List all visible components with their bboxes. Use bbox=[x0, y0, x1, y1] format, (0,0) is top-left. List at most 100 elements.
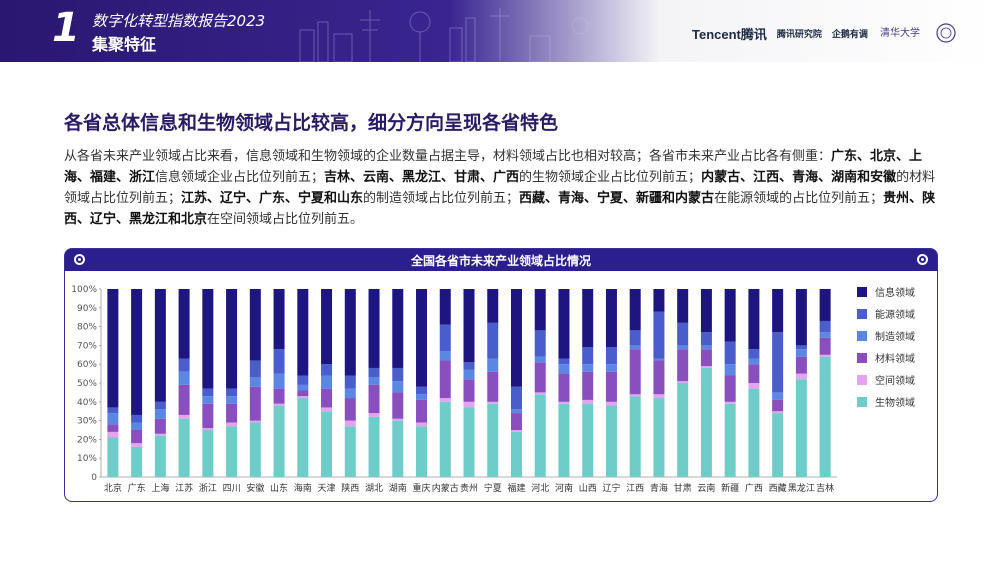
bar-segment bbox=[653, 311, 665, 359]
bar-segment bbox=[582, 399, 594, 404]
bar-segment bbox=[344, 289, 356, 376]
legend-swatch bbox=[857, 287, 867, 297]
bar-segment bbox=[154, 435, 166, 477]
bar-segment bbox=[582, 347, 594, 365]
bar-segment bbox=[653, 394, 665, 399]
bar-segment bbox=[605, 289, 617, 348]
bar-segment bbox=[795, 373, 807, 380]
bar-segment bbox=[605, 364, 617, 372]
report-title: 数字化转型指数报告2023 bbox=[92, 12, 266, 30]
bar-segment bbox=[510, 409, 522, 414]
bar-segment bbox=[344, 398, 356, 421]
bar-segment bbox=[629, 330, 641, 346]
bar-segment bbox=[368, 384, 380, 414]
bar-segment bbox=[416, 386, 428, 395]
bar-segment bbox=[629, 396, 641, 477]
bar-segment bbox=[677, 322, 689, 346]
bar-segment bbox=[321, 411, 333, 477]
y-tick-label: 100% bbox=[71, 285, 97, 295]
bar-segment bbox=[368, 289, 380, 368]
bar-segment bbox=[653, 289, 665, 312]
y-tick-label: 50% bbox=[77, 379, 97, 389]
bar-segment bbox=[131, 443, 143, 447]
x-category-label: 广西 bbox=[745, 482, 763, 494]
bar-segment bbox=[416, 399, 428, 423]
bar-segment bbox=[534, 392, 546, 395]
bar-segment bbox=[463, 407, 475, 477]
bar-segment bbox=[154, 401, 166, 410]
x-category-label: 辽宁 bbox=[602, 482, 620, 494]
bar-segment bbox=[107, 407, 119, 414]
x-category-label: 宁夏 bbox=[484, 482, 502, 494]
bar-segment bbox=[297, 384, 309, 391]
bar-segment bbox=[819, 320, 831, 333]
bar-segment bbox=[249, 420, 261, 423]
bar-segment bbox=[368, 416, 380, 477]
highlight-provinces: 内蒙古、江西、青海、湖南和安徽 bbox=[701, 170, 897, 185]
bar-segment bbox=[795, 349, 807, 357]
bar-segment bbox=[487, 358, 499, 372]
stacked-bar-chart: 0 10% 20% 30% 40% 50% 60% 70% 80% 90% 100% 北京 广东 上海 江苏… bbox=[71, 285, 915, 494]
x-category-label: 新疆 bbox=[721, 482, 739, 494]
bar-segment bbox=[677, 289, 689, 323]
bar-segment bbox=[700, 289, 712, 333]
bar-segment bbox=[273, 405, 285, 477]
bar-segment bbox=[178, 371, 190, 385]
bar-segment bbox=[463, 401, 475, 408]
bar-segment bbox=[534, 289, 546, 331]
bar-segment bbox=[748, 364, 760, 383]
bar-segment bbox=[202, 388, 214, 397]
bar-segment bbox=[582, 371, 594, 400]
highlight-provinces: 江苏、辽宁、广东、宁夏和山东 bbox=[181, 191, 364, 206]
bar-segment bbox=[558, 403, 570, 477]
bar-segment bbox=[605, 347, 617, 365]
bar-segment bbox=[677, 349, 689, 382]
bar-segment bbox=[582, 289, 594, 348]
bar-segment bbox=[154, 433, 166, 436]
legend-swatch bbox=[857, 353, 867, 363]
bar-segment bbox=[344, 426, 356, 477]
bar-segment bbox=[321, 364, 333, 376]
bar-segment bbox=[748, 349, 760, 359]
bar-segment bbox=[819, 354, 831, 357]
x-category-label: 云南 bbox=[697, 482, 715, 494]
bar-segment bbox=[534, 356, 546, 363]
bar-segment bbox=[748, 289, 760, 350]
bar-segment bbox=[439, 289, 451, 325]
bar-segment bbox=[249, 289, 261, 361]
bar-segment bbox=[700, 367, 712, 477]
bar-segment bbox=[629, 289, 641, 331]
bar-segment bbox=[605, 401, 617, 406]
x-category-label: 甘肃 bbox=[674, 482, 692, 494]
bar-segment bbox=[582, 403, 594, 477]
bar-segment bbox=[558, 364, 570, 374]
y-tick-label: 70% bbox=[77, 341, 97, 351]
y-tick-label: 20% bbox=[77, 435, 97, 445]
bar-segment bbox=[249, 360, 261, 378]
bar-segment bbox=[819, 337, 831, 355]
chart-title: 全国各省市未来产业领域占比情况 bbox=[410, 254, 591, 268]
paragraph-text: 的制造领域占比位列前五； bbox=[363, 191, 520, 206]
paragraph-text: 在空间领域占比位列前五。 bbox=[207, 212, 364, 227]
bar-segment bbox=[107, 289, 119, 408]
bar-segment bbox=[273, 388, 285, 404]
bar-segment bbox=[154, 289, 166, 402]
bar-segment bbox=[202, 430, 214, 477]
bar-segment bbox=[154, 409, 166, 419]
bar-segment bbox=[510, 413, 522, 430]
paragraph-text: 信息领域企业占比位列前五； bbox=[155, 170, 325, 185]
bar-segment bbox=[487, 371, 499, 402]
bar-segment bbox=[463, 369, 475, 380]
bar-segment bbox=[819, 356, 831, 477]
bar-segment bbox=[463, 289, 475, 363]
legend-label: 能源领域 bbox=[875, 308, 915, 321]
bar-segment bbox=[724, 341, 736, 365]
bar-segment bbox=[819, 332, 831, 338]
bar-segment bbox=[202, 428, 214, 430]
bar-segment bbox=[439, 351, 451, 361]
bar-segment bbox=[510, 430, 522, 432]
bar-segment bbox=[724, 375, 736, 402]
bar-segment bbox=[772, 332, 784, 393]
legend-swatch bbox=[857, 397, 867, 407]
bar-segment bbox=[178, 414, 190, 419]
